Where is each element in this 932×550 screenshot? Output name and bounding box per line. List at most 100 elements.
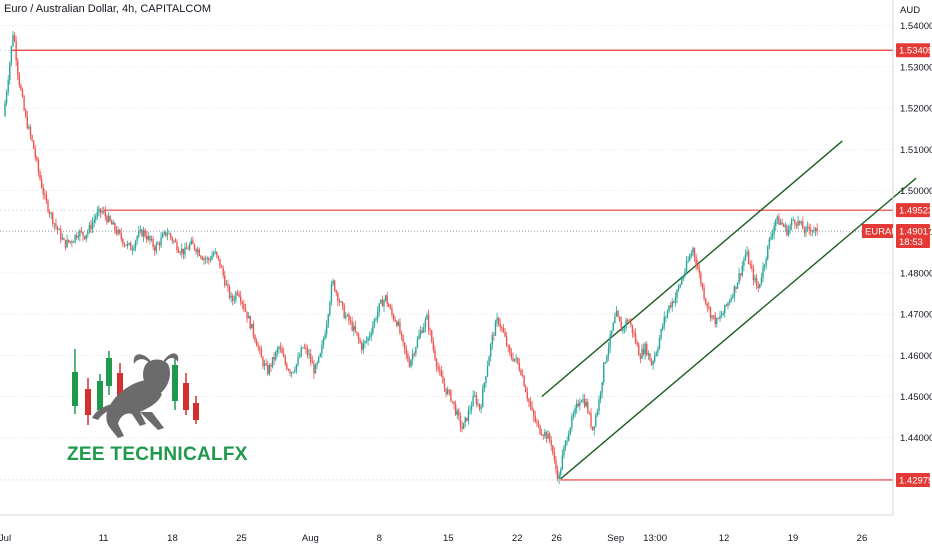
candle-body: [660, 329, 662, 339]
candle-body: [63, 238, 65, 240]
candle-body: [499, 323, 501, 327]
currency-label: AUD: [900, 5, 920, 16]
time-tick-label: 13:00: [643, 533, 667, 544]
candle-body: [67, 239, 70, 242]
candle-body: [391, 308, 393, 315]
candle-body: [770, 236, 772, 240]
candle-body: [582, 398, 584, 402]
price-axis[interactable]: AUD 1.54000 1.53000 1.52000 1.51000 1.50000 1.…: [892, 0, 932, 515]
candle-body: [552, 445, 554, 453]
candle-body: [630, 322, 632, 325]
candle-body: [313, 363, 315, 374]
candle-body: [654, 355, 656, 362]
candle-body: [12, 35, 14, 47]
candle-body: [607, 347, 610, 356]
candle-body: [542, 435, 544, 437]
candle-body: [682, 275, 685, 280]
candle-body: [356, 331, 358, 335]
candle-body: [177, 250, 180, 253]
candle-body: [482, 389, 484, 408]
candle-body: [717, 318, 720, 319]
candle-body: [614, 316, 616, 323]
candle-body: [636, 342, 638, 345]
candle-body: [445, 388, 447, 395]
candle-body: [617, 311, 619, 317]
candle-body: [580, 401, 583, 403]
candle-body: [23, 96, 25, 111]
candle-body: [464, 417, 466, 423]
candle-body: [692, 247, 694, 254]
candle-body: [171, 237, 173, 241]
candle-body: [353, 326, 355, 331]
channel-line[interactable]: [541, 140, 843, 398]
price-tick-label: 1.45000: [900, 392, 932, 403]
candle-body: [467, 410, 470, 421]
candle-body: [789, 225, 791, 230]
candle-body: [333, 280, 336, 291]
candle-body: [816, 228, 818, 232]
candle-body: [389, 306, 392, 309]
price-tick-label: 1.53000: [900, 62, 932, 73]
candle-body: [142, 230, 145, 237]
candle-body: [136, 236, 138, 241]
time-tick-label: 26: [857, 533, 868, 544]
time-tick-label: Jul: [0, 533, 11, 544]
channel-line[interactable]: [560, 177, 917, 480]
candle-body: [195, 249, 197, 252]
candle-body: [475, 395, 478, 405]
candle-body: [561, 455, 564, 470]
candle-body: [560, 469, 562, 475]
time-tick-label: 11: [99, 533, 109, 544]
candle-body: [759, 283, 761, 288]
time-axis[interactable]: Jul 11 18 25 Aug 8 15 22 26 Sep 13:00 12 19 26: [0, 514, 893, 544]
candle-body: [491, 334, 493, 345]
candle-body: [735, 286, 737, 289]
candle-body: [149, 236, 151, 241]
candle-body: [663, 316, 665, 326]
candle-body: [765, 258, 767, 265]
candle-body: [69, 241, 71, 242]
candle-body: [208, 258, 210, 261]
candle-body: [232, 295, 234, 301]
candle-body: [536, 421, 538, 423]
time-tick-label: Sep: [607, 533, 624, 544]
candle-body: [563, 447, 565, 456]
time-tick-label: 19: [788, 533, 799, 544]
candle-body: [115, 230, 118, 234]
candle-body: [744, 254, 747, 261]
candle-body: [99, 208, 102, 213]
candle-body: [768, 239, 771, 246]
candle-body: [708, 307, 710, 308]
candle-body: [418, 334, 420, 340]
candle-body: [198, 249, 200, 256]
candle-body: [192, 240, 194, 245]
candle-body: [397, 322, 400, 326]
candle-body: [249, 316, 251, 329]
candle-body: [587, 401, 589, 413]
candle-body: [399, 322, 401, 334]
candle-body: [42, 187, 44, 195]
candle-body: [502, 328, 505, 333]
time-tick-label: 12: [719, 533, 730, 544]
candle-body: [4, 103, 6, 117]
candle-body: [364, 341, 366, 344]
candle-body: [564, 440, 567, 448]
candle-body: [110, 220, 113, 225]
candle-body: [697, 265, 699, 269]
candle-body: [103, 210, 105, 212]
candle-body: [647, 353, 650, 355]
candle-body: [107, 215, 110, 223]
candle-body: [216, 251, 218, 256]
candle-body: [603, 362, 605, 382]
candle-body: [10, 46, 13, 64]
candle-body: [53, 223, 56, 225]
candle-body: [596, 411, 599, 416]
candle-body: [392, 314, 395, 320]
candle-body: [679, 284, 681, 287]
candle-body: [407, 353, 409, 362]
candle-body: [90, 224, 92, 230]
candle-body: [725, 304, 728, 306]
candle-body: [106, 216, 108, 223]
